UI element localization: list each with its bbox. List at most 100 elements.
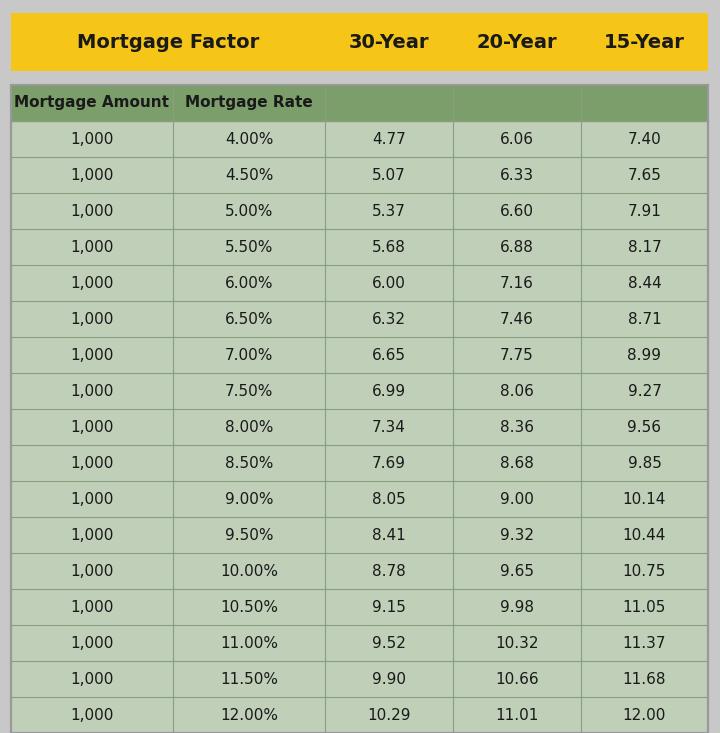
Text: 11.50%: 11.50% (220, 671, 278, 687)
Text: 1,000: 1,000 (71, 419, 114, 435)
Text: 11.01: 11.01 (495, 707, 539, 723)
Text: 5.50%: 5.50% (225, 240, 273, 254)
Text: 11.37: 11.37 (623, 636, 666, 650)
Text: 9.50%: 9.50% (225, 528, 274, 542)
Text: 8.71: 8.71 (628, 312, 662, 326)
Text: 5.37: 5.37 (372, 204, 406, 218)
Text: 9.90: 9.90 (372, 671, 406, 687)
Bar (11, 121, 708, 157)
Text: 8.36: 8.36 (500, 419, 534, 435)
Text: 1,000: 1,000 (71, 168, 114, 183)
Text: 7.40: 7.40 (628, 131, 662, 147)
Text: 9.15: 9.15 (372, 600, 406, 614)
Text: 8.06: 8.06 (500, 383, 534, 399)
Text: 8.68: 8.68 (500, 455, 534, 471)
Bar (11, 661, 708, 697)
Text: 9.52: 9.52 (372, 636, 406, 650)
Text: 6.33: 6.33 (500, 168, 534, 183)
Text: 9.98: 9.98 (500, 600, 534, 614)
Text: 7.16: 7.16 (500, 276, 534, 290)
Text: 4.50%: 4.50% (225, 168, 273, 183)
Text: 9.00: 9.00 (500, 492, 534, 507)
Bar (11, 337, 708, 373)
Text: 10.32: 10.32 (495, 636, 539, 650)
Text: 7.65: 7.65 (628, 168, 662, 183)
Bar (11, 517, 708, 553)
Text: 7.75: 7.75 (500, 347, 534, 363)
Text: 10.00%: 10.00% (220, 564, 278, 578)
Bar (11, 697, 708, 733)
Text: 1,000: 1,000 (71, 347, 114, 363)
Text: 10.66: 10.66 (495, 671, 539, 687)
Text: 8.00%: 8.00% (225, 419, 273, 435)
Text: 6.06: 6.06 (500, 131, 534, 147)
Text: 11.00%: 11.00% (220, 636, 278, 650)
Text: 7.00%: 7.00% (225, 347, 273, 363)
Text: 1,000: 1,000 (71, 492, 114, 507)
Text: 9.56: 9.56 (628, 419, 662, 435)
Bar (11, 409, 708, 445)
Text: 10.29: 10.29 (367, 707, 410, 723)
Bar (11, 157, 708, 193)
Bar (11, 445, 708, 481)
Text: 4.77: 4.77 (372, 131, 406, 147)
Text: Mortgage Amount: Mortgage Amount (14, 95, 169, 111)
Bar (11, 553, 708, 589)
Text: 8.44: 8.44 (628, 276, 662, 290)
Text: 8.41: 8.41 (372, 528, 406, 542)
Text: 1,000: 1,000 (71, 276, 114, 290)
Text: 6.60: 6.60 (500, 204, 534, 218)
Text: 10.14: 10.14 (623, 492, 666, 507)
Text: 1,000: 1,000 (71, 671, 114, 687)
Text: 11.68: 11.68 (623, 671, 666, 687)
Bar (11, 265, 708, 301)
Text: 1,000: 1,000 (71, 636, 114, 650)
Text: 8.17: 8.17 (628, 240, 662, 254)
Bar (11, 13, 708, 71)
Text: 8.05: 8.05 (372, 492, 406, 507)
Text: 9.85: 9.85 (628, 455, 662, 471)
Bar (11, 193, 708, 229)
Text: 6.32: 6.32 (372, 312, 406, 326)
Text: Mortgage Factor: Mortgage Factor (77, 32, 259, 51)
Text: 7.91: 7.91 (628, 204, 662, 218)
Text: 7.69: 7.69 (372, 455, 406, 471)
Text: 30-Year: 30-Year (348, 32, 429, 51)
Bar (11, 229, 708, 265)
Text: 6.00: 6.00 (372, 276, 406, 290)
Text: 1,000: 1,000 (71, 240, 114, 254)
Text: 1,000: 1,000 (71, 204, 114, 218)
Bar (11, 301, 708, 337)
Bar (11, 85, 708, 121)
Text: 12.00: 12.00 (623, 707, 666, 723)
Bar (11, 481, 708, 517)
Text: 1,000: 1,000 (71, 383, 114, 399)
Text: 9.32: 9.32 (500, 528, 534, 542)
Bar (11, 373, 708, 409)
Text: 1,000: 1,000 (71, 564, 114, 578)
Text: 20-Year: 20-Year (477, 32, 557, 51)
Text: 7.50%: 7.50% (225, 383, 273, 399)
Text: 6.00%: 6.00% (225, 276, 274, 290)
Bar (11, 85, 708, 733)
Text: 11.05: 11.05 (623, 600, 666, 614)
Text: 6.88: 6.88 (500, 240, 534, 254)
Text: 5.07: 5.07 (372, 168, 406, 183)
Text: 9.00%: 9.00% (225, 492, 274, 507)
Text: 6.99: 6.99 (372, 383, 406, 399)
Text: 12.00%: 12.00% (220, 707, 278, 723)
Text: 10.50%: 10.50% (220, 600, 278, 614)
Text: 7.34: 7.34 (372, 419, 406, 435)
Bar (11, 589, 708, 625)
Text: 6.50%: 6.50% (225, 312, 274, 326)
Text: 1,000: 1,000 (71, 600, 114, 614)
Text: 1,000: 1,000 (71, 312, 114, 326)
Text: 10.75: 10.75 (623, 564, 666, 578)
Text: 9.27: 9.27 (628, 383, 662, 399)
Text: 15-Year: 15-Year (604, 32, 685, 51)
Text: 1,000: 1,000 (71, 707, 114, 723)
Text: 8.78: 8.78 (372, 564, 406, 578)
Text: 1,000: 1,000 (71, 455, 114, 471)
Text: 8.50%: 8.50% (225, 455, 273, 471)
Text: 1,000: 1,000 (71, 528, 114, 542)
